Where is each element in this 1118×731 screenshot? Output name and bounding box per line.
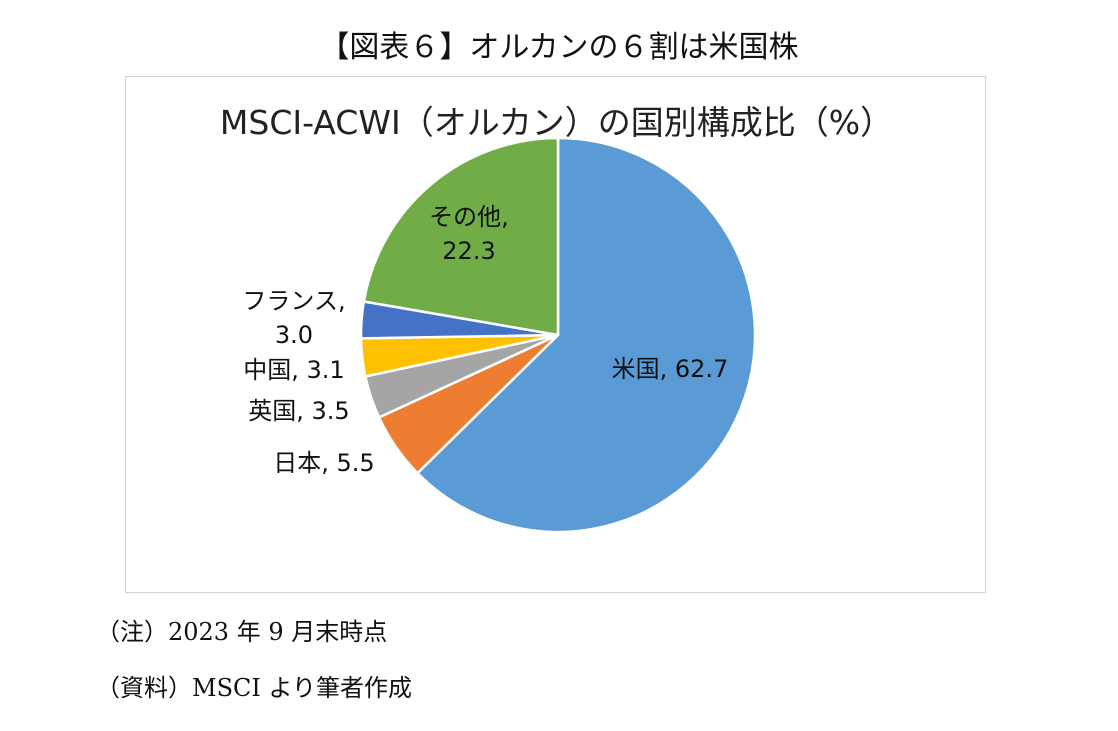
chart-title: MSCI-ACWI（オルカン）の国別構成比（%）	[219, 103, 894, 142]
slice-label-5: その他, 22.3	[429, 203, 509, 265]
slice-label-3: 中国, 3.1	[243, 356, 344, 384]
figure-title: 【図表６】オルカンの６割は米国株	[319, 30, 799, 65]
slice-label-4: フランス, 3.0	[242, 287, 345, 349]
slice-label-0: 米国, 62.7	[612, 355, 729, 383]
pie-slice-0	[416, 136, 757, 534]
pie-chart: 米国, 62.7 日本, 5.5 英国, 3.5 中国, 3.1 フランス, 3.0 その他…	[242, 136, 757, 534]
slice-label-2: 英国, 3.5	[248, 397, 349, 425]
footnote: （注）2023 年 9 月末時点	[96, 618, 388, 646]
chart-area: MSCI-ACWI（オルカン）の国別構成比（%） 米国, 62.7 日本, 5.5…	[125, 76, 986, 593]
source-note: （資料）MSCI より筆者作成	[96, 674, 413, 702]
slice-label-1: 日本, 5.5	[273, 449, 374, 477]
pie-slice-5	[362, 136, 560, 337]
